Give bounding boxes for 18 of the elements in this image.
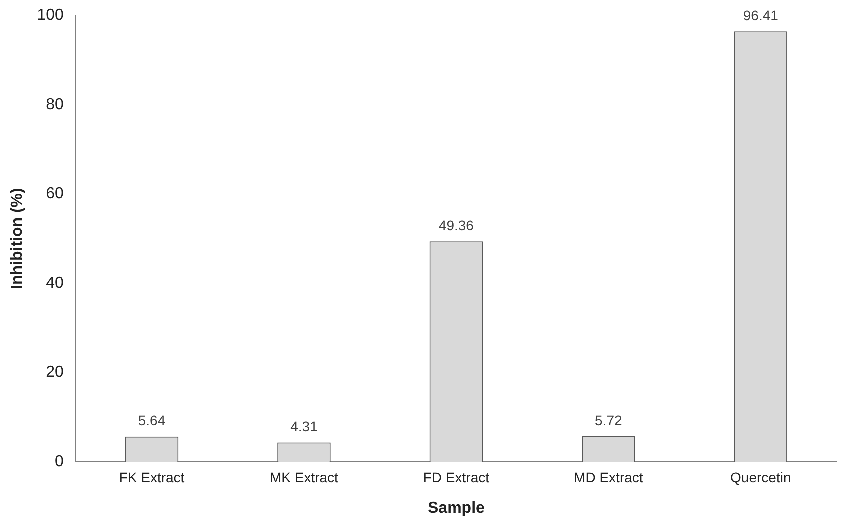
y-tick-label: 0 [54,453,64,470]
data-label: 49.36 [438,218,474,234]
data-label: 5.72 [595,412,623,428]
x-tick-label: FK Extract [119,469,185,486]
x-tick-label: MK Extract [270,469,339,486]
x-axis-title: Sample [428,500,485,517]
x-tick-label: Quercetin [730,469,792,486]
y-tick-label: 40 [46,274,64,292]
y-tick-label: 100 [37,7,64,24]
x-tick-label: FD Extract [423,469,490,486]
y-axis-title: Inhibition (%) [9,188,26,290]
y-tick-label: 80 [46,96,64,114]
data-label: 5.64 [138,412,166,429]
y-tick-label: 60 [46,186,64,203]
data-label: 4.31 [290,418,318,435]
data-label: 96.41 [743,7,779,24]
x-tick-label: MD Extract [574,469,644,486]
y-tick-label: 20 [46,364,64,382]
